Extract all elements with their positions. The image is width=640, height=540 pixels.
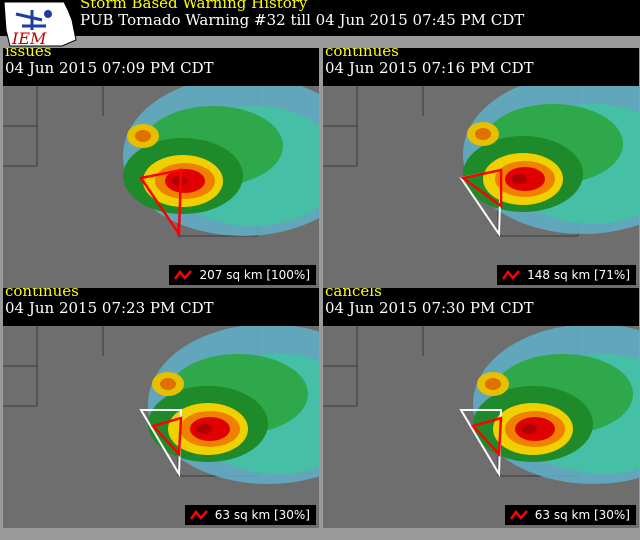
area-value: 148 sq km [71%] — [527, 268, 630, 282]
panel-timestamp: 04 Jun 2015 07:09 PM CDT — [5, 59, 214, 77]
area-legend: 63 sq km [30%] — [184, 505, 316, 525]
radar-map — [323, 86, 639, 288]
polygon-legend-icon — [502, 269, 521, 280]
radar-map — [323, 326, 639, 528]
header-bar: IEM Storm Based Warning History PUB Torn… — [0, 0, 640, 48]
radar-panel-3: continues 04 Jun 2015 07:23 PM CDT 63 sq… — [3, 288, 319, 528]
page-title: Storm Based Warning History — [80, 0, 308, 12]
radar-map — [3, 326, 319, 528]
panel-timestamp: 04 Jun 2015 07:23 PM CDT — [5, 299, 214, 317]
area-value: 63 sq km [30%] — [534, 508, 630, 522]
polygon-legend-icon — [174, 269, 193, 280]
svg-text:IEM: IEM — [11, 29, 47, 48]
radar-map — [3, 86, 319, 288]
panel-timestamp: 04 Jun 2015 07:30 PM CDT — [325, 299, 534, 317]
panel-status: issues — [5, 48, 52, 60]
panel-status: continues — [5, 288, 79, 300]
radar-panel-2: continues 04 Jun 2015 07:16 PM CDT 148 s… — [323, 48, 639, 288]
radar-panel-4: cancels 04 Jun 2015 07:30 PM CDT 63 sq k… — [323, 288, 639, 528]
panel-status: continues — [325, 48, 399, 60]
panel-status: cancels — [325, 288, 382, 300]
polygon-legend-icon — [189, 509, 208, 520]
area-legend: 63 sq km [30%] — [504, 505, 636, 525]
iem-logo: IEM — [3, 1, 77, 48]
area-legend: 148 sq km [71%] — [497, 265, 636, 285]
warning-subtitle: PUB Tornado Warning #32 till 04 Jun 2015… — [80, 11, 525, 29]
polygon-legend-icon — [509, 509, 528, 520]
area-legend: 207 sq km [100%] — [169, 265, 316, 285]
panel-timestamp: 04 Jun 2015 07:16 PM CDT — [325, 59, 534, 77]
area-value: 207 sq km [100%] — [199, 268, 310, 282]
radar-panel-1: issues 04 Jun 2015 07:09 PM CDT 207 sq k… — [3, 48, 319, 288]
area-value: 63 sq km [30%] — [214, 508, 310, 522]
